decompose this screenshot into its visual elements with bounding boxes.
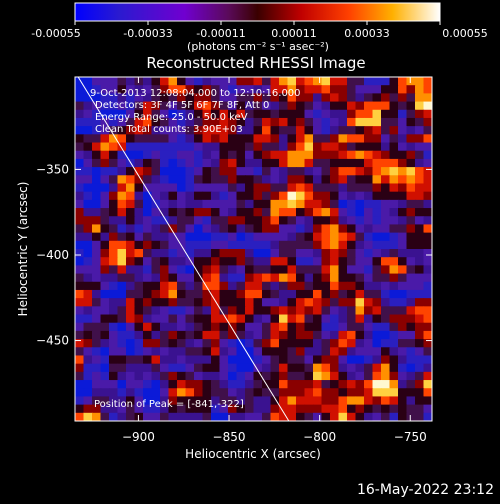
annotation-detectors: Detectors: 3F 4F 5F 6F 7F 8F, Att 0 bbox=[95, 100, 269, 111]
y-axis-label: Heliocentric Y (arcsec) bbox=[16, 182, 30, 317]
peak-position: Position of Peak = [-841,-322] bbox=[94, 399, 244, 410]
colorbar-tick-label: 0.00055 bbox=[442, 27, 488, 40]
footer-timestamp: 16-May-2022 23:12 bbox=[357, 482, 494, 498]
colorbar-tick-label: -0.00011 bbox=[196, 27, 245, 40]
colorbar-unit-label: (photons cm⁻² s⁻¹ asec⁻²) bbox=[187, 40, 329, 53]
x-tick-label: −850 bbox=[213, 430, 246, 444]
colorbar-tick-label: 0.00033 bbox=[344, 27, 390, 40]
y-tick-label: −450 bbox=[36, 334, 69, 348]
colorbar-ticks bbox=[74, 21, 441, 25]
limb-line bbox=[77, 77, 290, 421]
annotation-time-range: 9-Oct-2013 12:08:04.000 to 12:10:16.000 bbox=[90, 88, 301, 99]
x-tick-label: −800 bbox=[303, 430, 336, 444]
y-tick-label: −400 bbox=[36, 248, 69, 262]
chart-title: Reconstructed RHESSI Image bbox=[146, 54, 365, 72]
image-map bbox=[75, 77, 432, 421]
x-axis-label: Heliocentric X (arcsec) bbox=[185, 447, 321, 461]
annotation-counts: Clean Total counts: 3.90E+03 bbox=[95, 124, 243, 135]
colorbar-tick-label: 0.00011 bbox=[271, 27, 317, 40]
colorbar bbox=[74, 2, 441, 22]
annotation-energy-range: Energy Range: 25.0 - 50.0 keV bbox=[95, 112, 248, 123]
x-tick-label: −750 bbox=[394, 430, 427, 444]
y-tick-label: −350 bbox=[36, 162, 69, 176]
plot-frame bbox=[74, 76, 433, 422]
x-tick-label: −900 bbox=[122, 430, 155, 444]
colorbar-tick-label: -0.00055 bbox=[31, 27, 80, 40]
colorbar-tick-label: -0.00033 bbox=[123, 27, 172, 40]
